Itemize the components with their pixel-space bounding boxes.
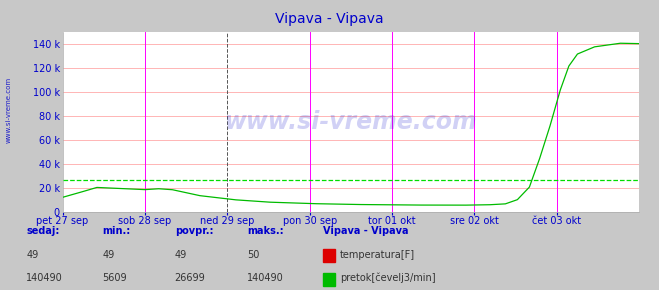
Text: 5609: 5609 (102, 273, 127, 283)
Text: maks.:: maks.: (247, 226, 284, 236)
Text: pretok[čevelj3/min]: pretok[čevelj3/min] (340, 272, 436, 283)
Text: 49: 49 (102, 250, 115, 260)
Text: 140490: 140490 (247, 273, 284, 283)
Text: temperatura[F]: temperatura[F] (340, 250, 415, 260)
Text: www.si-vreme.com: www.si-vreme.com (225, 110, 477, 134)
Text: 26699: 26699 (175, 273, 206, 283)
Text: povpr.:: povpr.: (175, 226, 213, 236)
Text: Vipava - Vipava: Vipava - Vipava (323, 226, 409, 236)
Text: Vipava - Vipava: Vipava - Vipava (275, 12, 384, 26)
Text: 140490: 140490 (26, 273, 63, 283)
Text: 49: 49 (175, 250, 187, 260)
Text: sedaj:: sedaj: (26, 226, 60, 236)
Text: min.:: min.: (102, 226, 130, 236)
Text: www.si-vreme.com: www.si-vreme.com (5, 77, 12, 143)
Text: 50: 50 (247, 250, 260, 260)
Text: 49: 49 (26, 250, 39, 260)
